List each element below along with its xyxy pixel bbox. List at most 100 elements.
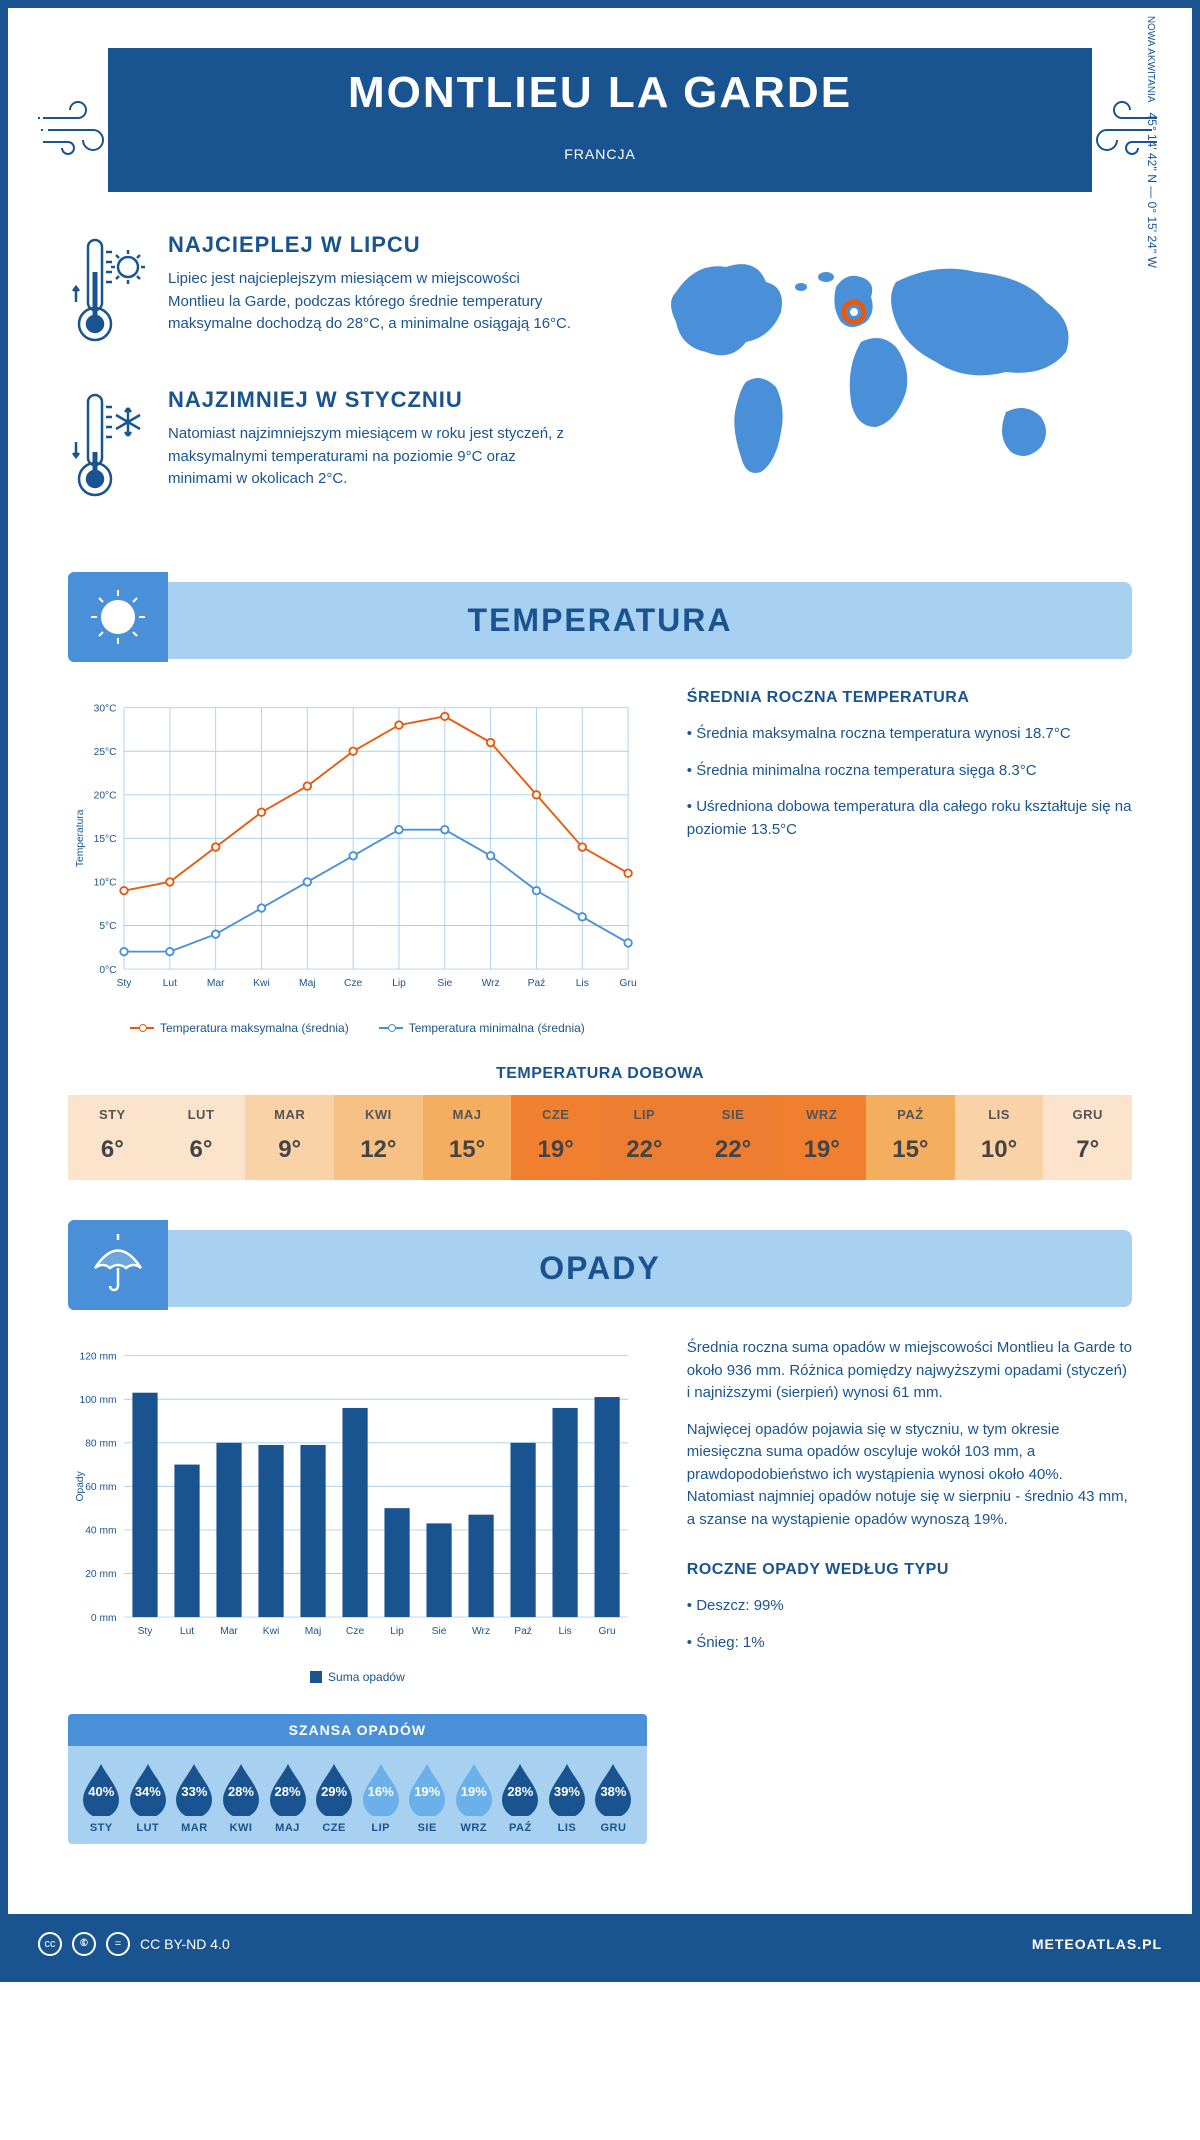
country-subtitle: FRANCJA xyxy=(108,146,1092,162)
svg-text:30°C: 30°C xyxy=(94,703,118,714)
temp-bullet-2: • Średnia minimalna roczna temperatura s… xyxy=(687,760,1132,783)
svg-text:Sie: Sie xyxy=(437,978,452,989)
svg-text:Gru: Gru xyxy=(620,978,637,989)
svg-text:Wrz: Wrz xyxy=(472,1626,490,1637)
daily-temp-cell: MAR9° xyxy=(245,1095,334,1180)
svg-text:15°C: 15°C xyxy=(94,834,118,845)
svg-text:10°C: 10°C xyxy=(94,878,118,889)
daily-temp-cell: LIS10° xyxy=(955,1095,1044,1180)
thermometer-hot-icon xyxy=(68,232,148,357)
daily-temp-cell: PAŹ15° xyxy=(866,1095,955,1180)
daily-temp-cell: WRZ19° xyxy=(777,1095,866,1180)
wind-decoration-left xyxy=(38,88,118,172)
license-label: CC BY-ND 4.0 xyxy=(140,1936,230,1952)
rain-type-snow: • Śnieg: 1% xyxy=(687,1632,1132,1655)
rain-chance-cell: 29%CZE xyxy=(311,1762,358,1834)
rain-chart: 0 mm20 mm40 mm60 mm80 mm100 mm120 mmOpad… xyxy=(68,1337,647,1683)
warmest-heading: NAJCIEPLEJ W LIPCU xyxy=(168,232,580,258)
svg-text:80 mm: 80 mm xyxy=(85,1439,116,1450)
world-map xyxy=(620,232,1132,512)
rain-chance-cell: 16%LIP xyxy=(357,1762,404,1834)
location-title: MONTLIEU LA GARDE xyxy=(108,68,1092,118)
sun-icon xyxy=(68,572,168,662)
svg-text:Opady: Opady xyxy=(75,1471,86,1502)
coldest-heading: NAJZIMNIEJ W STYCZNIU xyxy=(168,387,580,413)
temperature-chart: 0°C5°C10°C15°C20°C25°C30°CStyLutMarKwiMa… xyxy=(68,689,647,1035)
warmest-text: Lipiec jest najcieplejszym miesiącem w m… xyxy=(168,268,580,336)
warmest-block: NAJCIEPLEJ W LIPCU Lipiec jest najcieple… xyxy=(68,232,580,357)
svg-text:Paź: Paź xyxy=(528,978,546,989)
rain-chance-panel: SZANSA OPADÓW 40%STY34%LUT33%MAR28%KWI28… xyxy=(68,1714,647,1844)
svg-text:Lip: Lip xyxy=(392,978,406,989)
temp-bullet-1: • Średnia maksymalna roczna temperatura … xyxy=(687,723,1132,746)
rain-type-heading: ROCZNE OPADY WEDŁUG TYPU xyxy=(687,1561,1132,1579)
svg-text:0°C: 0°C xyxy=(99,965,117,976)
rain-para-1: Średnia roczna suma opadów w miejscowośc… xyxy=(687,1337,1132,1405)
svg-text:20°C: 20°C xyxy=(94,791,118,802)
cc-icon: cc xyxy=(38,1932,62,1956)
temp-bullet-3: • Uśredniona dobowa temperatura dla całe… xyxy=(687,796,1132,841)
infographic-container: MONTLIEU LA GARDE FRANCJA NAJCIEPLEJ W L… xyxy=(0,0,1200,1982)
svg-text:Gru: Gru xyxy=(599,1626,616,1637)
coordinates-label: NOWA AKWITANIA 45° 14' 42'' N — 0° 15' 2… xyxy=(1145,16,1159,268)
svg-text:Cze: Cze xyxy=(346,1626,365,1637)
svg-text:Temperatura: Temperatura xyxy=(75,809,86,867)
svg-text:20 mm: 20 mm xyxy=(85,1570,116,1581)
footer: cc 🅮 = CC BY-ND 4.0 METEOATLAS.PL xyxy=(8,1914,1192,1974)
rain-type-rain: • Deszcz: 99% xyxy=(687,1595,1132,1618)
svg-text:Kwi: Kwi xyxy=(263,1626,280,1637)
svg-text:25°C: 25°C xyxy=(94,747,118,758)
svg-text:Lut: Lut xyxy=(163,978,177,989)
svg-text:5°C: 5°C xyxy=(99,921,117,932)
svg-text:Sty: Sty xyxy=(138,1626,154,1637)
coldest-text: Natomiast najzimniejszym miesiącem w rok… xyxy=(168,423,580,491)
rain-chance-cell: 28%MAJ xyxy=(264,1762,311,1834)
rain-chance-cell: 33%MAR xyxy=(171,1762,218,1834)
svg-text:Cze: Cze xyxy=(344,978,363,989)
temperature-section-header: TEMPERATURA xyxy=(68,582,1132,659)
svg-text:Mar: Mar xyxy=(220,1626,238,1637)
rain-chance-cell: 28%KWI xyxy=(218,1762,265,1834)
rain-chance-cell: 19%WRZ xyxy=(451,1762,498,1834)
svg-text:100 mm: 100 mm xyxy=(80,1395,117,1406)
daily-temp-cell: CZE19° xyxy=(511,1095,600,1180)
svg-text:Kwi: Kwi xyxy=(253,978,270,989)
svg-text:Lip: Lip xyxy=(390,1626,404,1637)
svg-text:Maj: Maj xyxy=(305,1626,322,1637)
rain-para-2: Najwięcej opadów pojawia się w styczniu,… xyxy=(687,1419,1132,1532)
svg-text:Sty: Sty xyxy=(117,978,133,989)
rain-chance-cell: 40%STY xyxy=(78,1762,125,1834)
svg-text:Lut: Lut xyxy=(180,1626,194,1637)
svg-text:0 mm: 0 mm xyxy=(91,1613,117,1624)
temperature-title: TEMPERATURA xyxy=(88,602,1112,639)
daily-temp-cell: STY6° xyxy=(68,1095,157,1180)
umbrella-icon xyxy=(68,1220,168,1310)
daily-temp-cell: MAJ15° xyxy=(423,1095,512,1180)
intro-section: NAJCIEPLEJ W LIPCU Lipiec jest najcieple… xyxy=(68,232,1132,542)
nd-icon: = xyxy=(106,1932,130,1956)
svg-text:Maj: Maj xyxy=(299,978,316,989)
temp-summary-heading: ŚREDNIA ROCZNA TEMPERATURA xyxy=(687,689,1132,707)
daily-temp-cell: LIP22° xyxy=(600,1095,689,1180)
by-icon: 🅮 xyxy=(72,1932,96,1956)
daily-temp-strip: STY6°LUT6°MAR9°KWI12°MAJ15°CZE19°LIP22°S… xyxy=(68,1095,1132,1180)
rain-chance-title: SZANSA OPADÓW xyxy=(68,1714,647,1746)
daily-temp-cell: KWI12° xyxy=(334,1095,423,1180)
svg-text:Lis: Lis xyxy=(576,978,589,989)
svg-text:Wrz: Wrz xyxy=(482,978,500,989)
rain-chance-cell: 38%GRU xyxy=(590,1762,637,1834)
rain-title: OPADY xyxy=(88,1250,1112,1287)
coldest-block: NAJZIMNIEJ W STYCZNIU Natomiast najzimni… xyxy=(68,387,580,512)
rain-chance-cell: 19%SIE xyxy=(404,1762,451,1834)
temp-chart-legend: .legend-swatch[style*='e8590c']::after{b… xyxy=(68,1021,647,1035)
site-label: METEOATLAS.PL xyxy=(1032,1936,1162,1952)
rain-chance-cell: 34%LUT xyxy=(125,1762,172,1834)
thermometer-cold-icon xyxy=(68,387,148,512)
header-banner: MONTLIEU LA GARDE FRANCJA xyxy=(108,48,1092,192)
svg-text:Lis: Lis xyxy=(559,1626,572,1637)
svg-text:120 mm: 120 mm xyxy=(80,1352,117,1363)
daily-temp-cell: SIE22° xyxy=(689,1095,778,1180)
rain-section-header: OPADY xyxy=(68,1230,1132,1307)
rain-chance-cell: 39%LIS xyxy=(544,1762,591,1834)
svg-text:Sie: Sie xyxy=(432,1626,447,1637)
